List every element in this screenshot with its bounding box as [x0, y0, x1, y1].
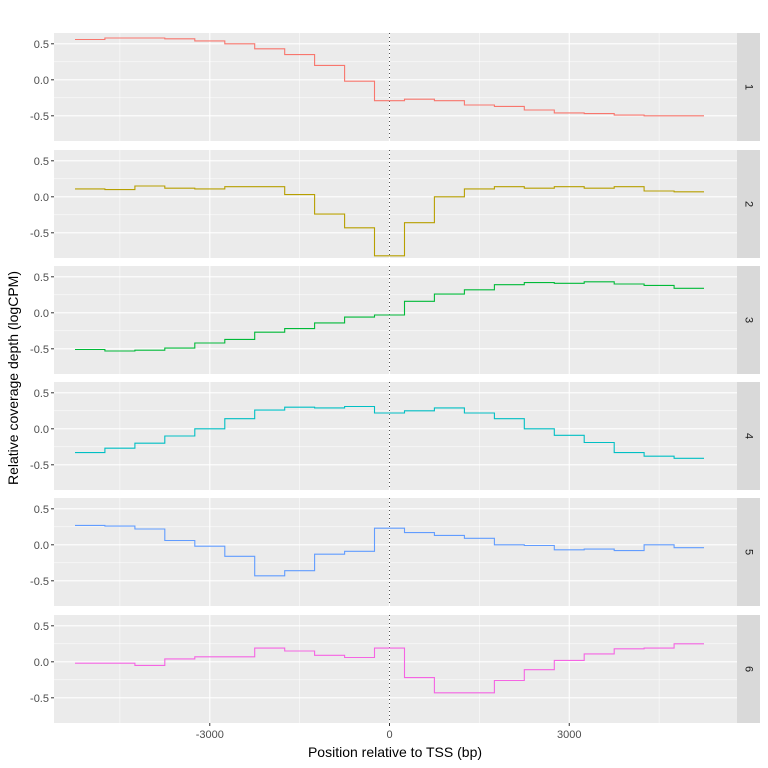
y-tick-label: 0.0 [34, 540, 49, 552]
x-tick-label: 0 [386, 729, 392, 741]
facet-strip [737, 382, 760, 490]
y-tick-label: 0.0 [34, 424, 49, 436]
y-tick-label: -0.5 [30, 228, 49, 240]
panels-layer: -0.5 0.0 0.5 1 -0.5 0.0 0.5 2 -0.5 0.0 0.5 3 -0.5 0.0… [30, 33, 760, 723]
panel-background [54, 382, 737, 490]
panel-background [54, 33, 737, 141]
y-tick-label: 0.0 [34, 657, 49, 669]
series-step-line-3 [75, 281, 704, 352]
x-axis-title: Position relative to TSS (bp) [308, 744, 482, 760]
panel-background [54, 150, 737, 258]
facet-panel-4: -0.5 0.0 0.5 4 [30, 382, 760, 490]
facet-strip-label: 2 [743, 201, 755, 207]
y-tick-label: -0.5 [30, 344, 49, 356]
facet-strip-label: 1 [743, 84, 755, 90]
series-step-line-1 [75, 37, 704, 117]
y-tick-label: -0.5 [30, 460, 49, 472]
facet-strip-label: 5 [743, 549, 755, 555]
facet-strip [737, 266, 760, 374]
series-step-line-5 [75, 524, 704, 577]
x-axis: -3000 0 3000 [196, 723, 581, 741]
y-tick-label: 0.5 [34, 504, 49, 516]
facet-strip-label: 4 [743, 433, 755, 439]
y-tick-label: 0.5 [34, 39, 49, 51]
series-step-line-2 [75, 185, 704, 257]
panel-background [54, 498, 737, 606]
facet-strip [737, 498, 760, 606]
panel-background [54, 266, 737, 374]
facet-panel-2: -0.5 0.0 0.5 2 [30, 150, 760, 258]
y-tick-label: -0.5 [30, 693, 49, 705]
facet-panel-6: -0.5 0.0 0.5 6 [30, 615, 760, 723]
facet-strip [737, 33, 760, 141]
y-tick-label: -0.5 [30, 576, 49, 588]
series-step-line-4 [75, 405, 704, 459]
facet-panel-3: -0.5 0.0 0.5 3 [30, 266, 760, 374]
y-axis-title: Relative coverage depth (logCPM) [5, 271, 21, 485]
y-tick-label: 0.5 [34, 156, 49, 168]
facet-panel-5: -0.5 0.0 0.5 5 [30, 498, 760, 606]
y-tick-label: 0.5 [34, 388, 49, 400]
facet-strip-label: 6 [743, 666, 755, 672]
facet-strip-label: 3 [743, 317, 755, 323]
y-tick-label: -0.5 [30, 111, 49, 123]
y-tick-label: 0.0 [34, 308, 49, 320]
series-step-line-6 [75, 643, 704, 694]
panel-background [54, 615, 737, 723]
y-tick-label: 0.5 [34, 272, 49, 284]
facet-strip [737, 150, 760, 258]
facet-strip [737, 615, 760, 723]
x-tick-label: -3000 [196, 729, 224, 741]
x-tick-label: 3000 [557, 729, 581, 741]
facet-panel-1: -0.5 0.0 0.5 1 [30, 33, 760, 141]
y-tick-label: 0.0 [34, 192, 49, 204]
y-tick-label: 0.5 [34, 621, 49, 633]
y-tick-label: 0.0 [34, 75, 49, 87]
